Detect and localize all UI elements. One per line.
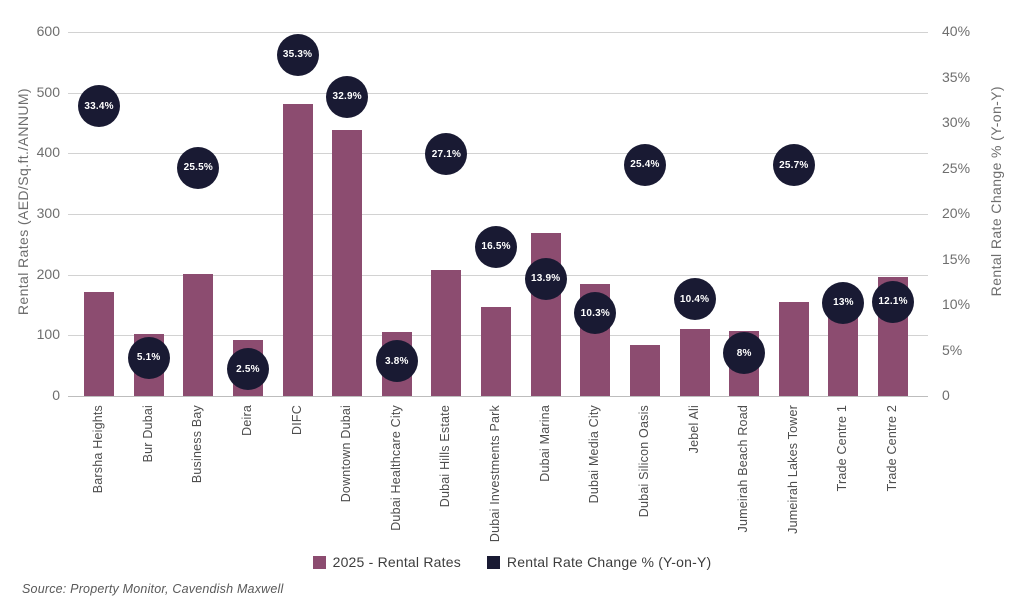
change-bubble: 16.5% (475, 225, 517, 268)
change-bubble: 8% (723, 332, 766, 375)
legend-swatch-bubble (486, 555, 500, 569)
x-tick-label: Jumeirah Lakes Tower (785, 405, 800, 534)
x-tick-label: Dubai Marina (537, 405, 552, 482)
change-bubble: 12.1% (872, 280, 914, 323)
change-bubble: 5.1% (127, 336, 170, 379)
bar (282, 104, 313, 396)
x-tick-label: Dubai Silicon Oasis (636, 405, 651, 518)
y-tick-label-right: 25% (942, 159, 971, 176)
change-bubble: 10.4% (673, 278, 716, 321)
bar (332, 130, 363, 396)
change-bubble: 25.4% (623, 143, 666, 186)
y-tick-label-right: 35% (942, 68, 971, 85)
y-tick-label-right: 10% (942, 296, 971, 312)
x-tick-label: Barsha Heights (91, 405, 105, 494)
x-tick-label: Jebel Ali (686, 405, 701, 454)
x-tick-label: Jumeirah Beach Road (736, 405, 751, 533)
chart-legend: 2025 - Rental Rates Rental Rate Change % … (0, 554, 1024, 570)
bar (629, 345, 660, 396)
bar (84, 291, 114, 396)
bar (778, 301, 809, 396)
y-tick-label-right: 40% (942, 23, 971, 39)
y-tick-label-right: 0 (942, 387, 950, 403)
x-tick-label: Business Bay (190, 405, 205, 484)
bar (679, 329, 710, 396)
y-tick-label-left: 0 (52, 387, 60, 403)
change-bubble: 13% (822, 281, 865, 324)
y-tick-label-left: 400 (36, 144, 60, 161)
x-tick-label: Trade Centre 2 (885, 405, 899, 492)
grid-line (68, 153, 928, 155)
right-axis-title: Rental Rate Change % (Y-on-Y) (988, 86, 1004, 297)
legend-item: Rental Rate Change % (Y-on-Y) (486, 554, 712, 570)
change-bubble: 25.7% (772, 144, 815, 187)
y-tick-label-left: 500 (36, 83, 60, 100)
x-tick-label: Downtown Dubai (339, 405, 354, 503)
y-tick-label-right: 30% (942, 114, 971, 130)
x-tick-label: Dubai Investments Park (488, 405, 502, 543)
grid-line (68, 92, 928, 94)
change-bubble: 27.1% (425, 133, 468, 176)
x-tick-label: Dubai Healthcare City (388, 405, 403, 531)
legend-item: 2025 - Rental Rates (312, 554, 461, 570)
legend-swatch-bar (312, 555, 326, 569)
grid-line (68, 274, 928, 276)
x-tick-label: DIFC (289, 405, 304, 435)
y-tick-label-right: 5% (942, 341, 963, 358)
y-tick-label-right: 15% (942, 250, 971, 267)
x-axis-line (68, 396, 928, 397)
source-note: Source: Property Monitor, Cavendish Maxw… (22, 582, 284, 596)
bar (481, 307, 511, 396)
grid-line (68, 214, 928, 215)
change-bubble: 33.4% (78, 85, 120, 128)
bar (431, 269, 462, 396)
change-bubble: 25.5% (177, 146, 220, 189)
bar (183, 274, 214, 396)
y-tick-label-left: 100 (36, 326, 60, 343)
change-bubble: 2.5% (226, 348, 269, 391)
x-tick-label: Bur Dubai (140, 405, 155, 463)
change-bubble: 10.3% (574, 292, 617, 335)
y-tick-label-left: 300 (36, 205, 60, 221)
y-tick-label-left: 200 (36, 265, 60, 282)
y-tick-label-right: 20% (942, 205, 971, 221)
y-tick-label-left: 600 (36, 23, 60, 39)
change-bubble: 32.9% (326, 75, 369, 118)
change-bubble: 35.3% (276, 33, 319, 76)
x-tick-label: Trade Centre 1 (835, 405, 850, 492)
legend-label: Rental Rate Change % (Y-on-Y) (506, 554, 712, 570)
x-tick-label: Deira (239, 405, 254, 436)
x-tick-label: Dubai Hills Estate (438, 405, 453, 508)
change-bubble: 13.9% (524, 257, 567, 300)
grid-line (68, 32, 928, 33)
legend-label: 2025 - Rental Rates (332, 554, 461, 570)
change-bubble: 3.8% (375, 340, 418, 383)
x-tick-label: Dubai Media City (587, 405, 602, 504)
